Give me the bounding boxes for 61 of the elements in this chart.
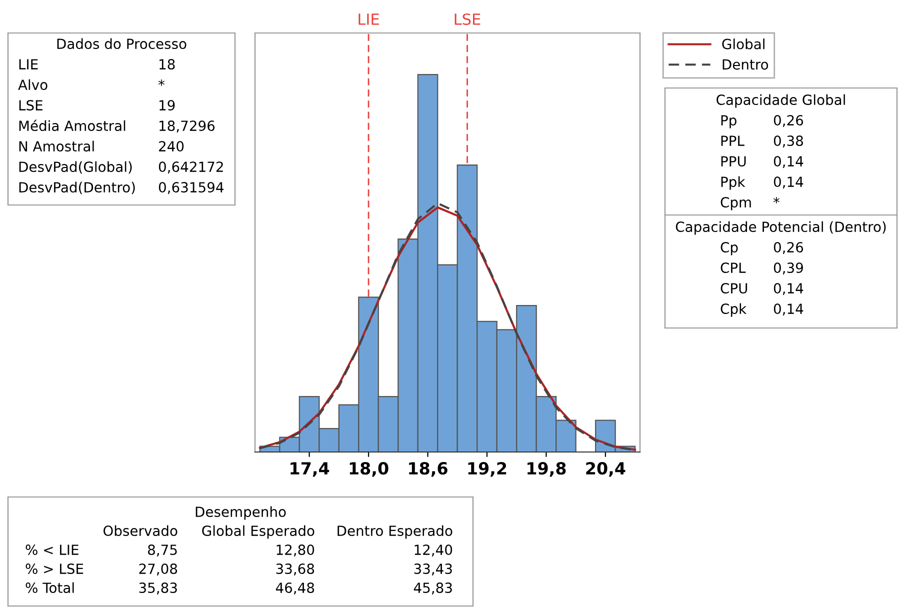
- text: *: [773, 197, 780, 204]
- text: Desempenho: [196, 506, 286, 520]
- text: 18: [160, 59, 175, 70]
- text: 46,48: [276, 582, 314, 594]
- x-tick-label: 20,4: [586, 462, 626, 477]
- x-tick-label: 17,4: [290, 462, 330, 477]
- text: 0,14: [774, 304, 804, 316]
- text: 33,68: [276, 564, 314, 576]
- category-label: % < LIE: [26, 544, 78, 556]
- category-label: DesvPad(Dentro): [19, 182, 135, 194]
- text: 0,14: [774, 283, 804, 295]
- text: 0,631594: [158, 182, 224, 194]
- ref-line-label: LSE: [454, 13, 480, 26]
- category-label: Cp: [720, 242, 738, 256]
- text: 12,40: [414, 544, 452, 556]
- category-label: Ppk: [721, 176, 746, 190]
- text: 45,83: [414, 582, 452, 594]
- category-label: CPL: [720, 262, 746, 274]
- category-label: LSE: [19, 100, 42, 111]
- category-label: % > LSE: [26, 564, 84, 574]
- category-label: PPL: [721, 136, 744, 146]
- text: 27,08: [139, 564, 178, 576]
- category-label: Cpk: [720, 303, 747, 317]
- legend-label: Dentro: [722, 59, 768, 70]
- text: 35,83: [139, 582, 177, 594]
- category-label: Observado: [103, 525, 178, 536]
- text: 8,75: [148, 544, 177, 556]
- text: 19: [160, 100, 175, 111]
- text: 0,642172: [158, 162, 223, 174]
- text: 0,26: [774, 242, 804, 254]
- text: 0,14: [774, 176, 804, 188]
- legend-label: Global: [722, 38, 764, 50]
- x-tick-label: 19,2: [468, 462, 506, 477]
- text: 33,43: [414, 564, 452, 576]
- category-label: Dentro Esperado: [338, 525, 452, 539]
- category-label: Global Esperado: [202, 525, 314, 539]
- ref-line-label: LIE: [358, 14, 379, 25]
- category-label: Alvo: [18, 79, 48, 90]
- category-label: N Amostral: [19, 140, 94, 152]
- text: *: [158, 80, 165, 86]
- category-label: PPU: [721, 156, 746, 167]
- category-label: CPU: [720, 283, 748, 294]
- text: Capacidade Global: [716, 94, 845, 108]
- text: 12,80: [276, 544, 314, 556]
- text: 0,26: [774, 115, 804, 127]
- text: 0,14: [774, 156, 804, 168]
- text: Dados do Processo: [57, 38, 186, 50]
- category-label: DesvPad(Global): [19, 161, 132, 174]
- x-tick-label: 18,6: [409, 462, 448, 477]
- text: Capacidade Potencial (Dentro): [676, 221, 886, 235]
- text: 0,38: [774, 136, 803, 148]
- x-tick-label: 18,0: [350, 462, 388, 477]
- category-label: Média Amostral: [19, 120, 126, 132]
- text: 240: [159, 141, 184, 152]
- category-label: Cpm: [720, 197, 751, 210]
- text: 18,7296: [160, 120, 215, 132]
- category-label: % Total: [26, 582, 74, 594]
- text: 0,39: [774, 262, 803, 274]
- category-label: Pp: [721, 115, 736, 128]
- x-tick-label: 19,8: [528, 462, 566, 477]
- category-label: LIE: [19, 59, 38, 70]
